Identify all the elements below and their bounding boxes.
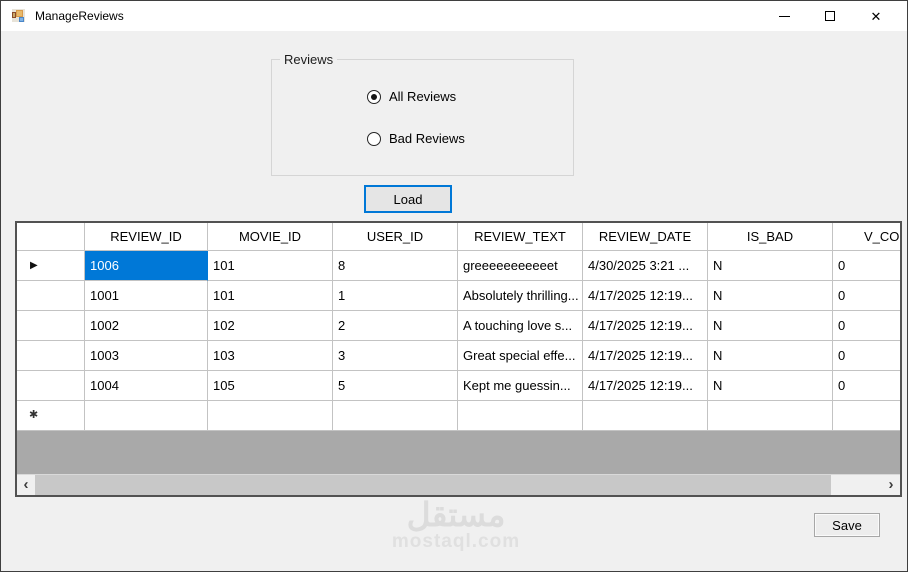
column-header-v-count[interactable]: V_COUNT [833, 223, 900, 251]
column-header-review-id[interactable]: REVIEW_ID [85, 223, 208, 251]
new-row-header[interactable]: ✱ [17, 401, 85, 431]
column-header-user-id[interactable]: USER_ID [333, 223, 458, 251]
cell-review-text[interactable]: Kept me guessin... [458, 371, 583, 401]
cell-v-count[interactable]: 0 [833, 311, 900, 341]
save-button[interactable]: Save [814, 513, 880, 537]
grid-header-row: REVIEW_ID MOVIE_ID USER_ID REVIEW_TEXT R… [17, 223, 900, 251]
maximize-button[interactable] [807, 1, 853, 31]
new-cell[interactable] [333, 401, 458, 431]
cell-is-bad[interactable]: N [708, 251, 833, 281]
cell-is-bad[interactable]: N [708, 281, 833, 311]
maximize-icon [825, 11, 835, 21]
watermark-domain-text: mostaql.com [391, 531, 521, 553]
cell-review-date[interactable]: 4/17/2025 12:19... [583, 281, 708, 311]
cell-user-id[interactable]: 3 [333, 341, 458, 371]
close-button[interactable]: ✕ [853, 1, 899, 31]
table-row: 1003 103 3 Great special effe... 4/17/20… [17, 341, 900, 371]
cell-v-count[interactable]: 0 [833, 281, 900, 311]
grid-corner-header[interactable] [17, 223, 85, 251]
table-row: 1002 102 2 A touching love s... 4/17/202… [17, 311, 900, 341]
new-cell[interactable] [833, 401, 900, 431]
cell-user-id[interactable]: 8 [333, 251, 458, 281]
cell-is-bad[interactable]: N [708, 371, 833, 401]
column-header-review-text[interactable]: REVIEW_TEXT [458, 223, 583, 251]
load-button[interactable]: Load [364, 185, 452, 213]
scroll-right-icon[interactable]: › [882, 475, 900, 495]
row-header[interactable] [17, 371, 85, 401]
close-icon: ✕ [870, 8, 882, 24]
new-row-icon: ✱ [29, 409, 39, 421]
cell-is-bad[interactable]: N [708, 341, 833, 371]
cell-review-text[interactable]: greeeeeeeeeeet [458, 251, 583, 281]
cell-review-text[interactable]: Absolutely thrilling... [458, 281, 583, 311]
new-row: ✱ [17, 401, 900, 431]
radio-bad-reviews[interactable]: Bad Reviews [367, 131, 465, 146]
cell-v-count[interactable]: 0 [833, 371, 900, 401]
cell-review-id[interactable]: 1001 [85, 281, 208, 311]
cell-movie-id[interactable]: 102 [208, 311, 333, 341]
row-header-current[interactable]: ▶ [17, 251, 85, 281]
cell-review-text[interactable]: A touching love s... [458, 311, 583, 341]
reviews-data-grid: REVIEW_ID MOVIE_ID USER_ID REVIEW_TEXT R… [15, 221, 902, 497]
radio-unchecked-icon [367, 131, 381, 146]
cell-movie-id[interactable]: 101 [208, 281, 333, 311]
cell-movie-id[interactable]: 105 [208, 371, 333, 401]
minimize-button[interactable] [761, 1, 807, 31]
table-row: 1001 101 1 Absolutely thrilling... 4/17/… [17, 281, 900, 311]
radio-checked-icon [367, 89, 381, 104]
cell-user-id[interactable]: 5 [333, 371, 458, 401]
app-icon [12, 9, 25, 22]
new-cell[interactable] [85, 401, 208, 431]
cell-user-id[interactable]: 2 [333, 311, 458, 341]
cell-movie-id[interactable]: 103 [208, 341, 333, 371]
new-cell[interactable] [208, 401, 333, 431]
cell-v-count[interactable]: 0 [833, 341, 900, 371]
row-header[interactable] [17, 311, 85, 341]
column-header-movie-id[interactable]: MOVIE_ID [208, 223, 333, 251]
table-row: ▶ 1006 101 8 greeeeeeeeeeet 4/30/2025 3:… [17, 251, 900, 281]
scrollbar-track[interactable] [35, 475, 882, 495]
current-row-icon: ▶ [30, 260, 38, 271]
cell-user-id[interactable]: 1 [333, 281, 458, 311]
radio-all-reviews-label: All Reviews [389, 89, 457, 104]
titlebar: ManageReviews ✕ [1, 1, 907, 31]
cell-movie-id[interactable]: 101 [208, 251, 333, 281]
grid-content: REVIEW_ID MOVIE_ID USER_ID REVIEW_TEXT R… [17, 223, 900, 431]
cell-review-date[interactable]: 4/17/2025 12:19... [583, 311, 708, 341]
row-header[interactable] [17, 281, 85, 311]
radio-all-reviews[interactable]: All Reviews [367, 89, 456, 104]
window-title: ManageReviews [35, 9, 124, 23]
cell-review-id[interactable]: 1002 [85, 311, 208, 341]
watermark: مستقل mostaql.com [319, 496, 593, 553]
cell-review-id[interactable]: 1004 [85, 371, 208, 401]
cell-review-date[interactable]: 4/30/2025 3:21 ... [583, 251, 708, 281]
scroll-left-icon[interactable]: ‹ [17, 475, 35, 495]
horizontal-scrollbar[interactable]: ‹ › [17, 474, 900, 495]
new-cell[interactable] [583, 401, 708, 431]
reviews-groupbox: Reviews All Reviews Bad Reviews [271, 52, 574, 176]
cell-review-date[interactable]: 4/17/2025 12:19... [583, 371, 708, 401]
column-header-review-date[interactable]: REVIEW_DATE [583, 223, 708, 251]
table-row: 1004 105 5 Kept me guessin... 4/17/2025 … [17, 371, 900, 401]
reviews-groupbox-label: Reviews [280, 52, 338, 67]
cell-review-text[interactable]: Great special effe... [458, 341, 583, 371]
cell-review-id[interactable]: 1003 [85, 341, 208, 371]
cell-is-bad[interactable]: N [708, 311, 833, 341]
cell-v-count[interactable]: 0 [833, 251, 900, 281]
column-header-is-bad[interactable]: IS_BAD [708, 223, 833, 251]
new-cell[interactable] [458, 401, 583, 431]
radio-bad-reviews-label: Bad Reviews [389, 131, 465, 146]
new-cell[interactable] [708, 401, 833, 431]
cell-review-date[interactable]: 4/17/2025 12:19... [583, 341, 708, 371]
row-header[interactable] [17, 341, 85, 371]
cell-review-id[interactable]: 1006 [85, 251, 208, 281]
scrollbar-thumb[interactable] [35, 475, 832, 495]
watermark-arabic-text: مستقل [406, 496, 506, 533]
minimize-icon [778, 15, 790, 17]
